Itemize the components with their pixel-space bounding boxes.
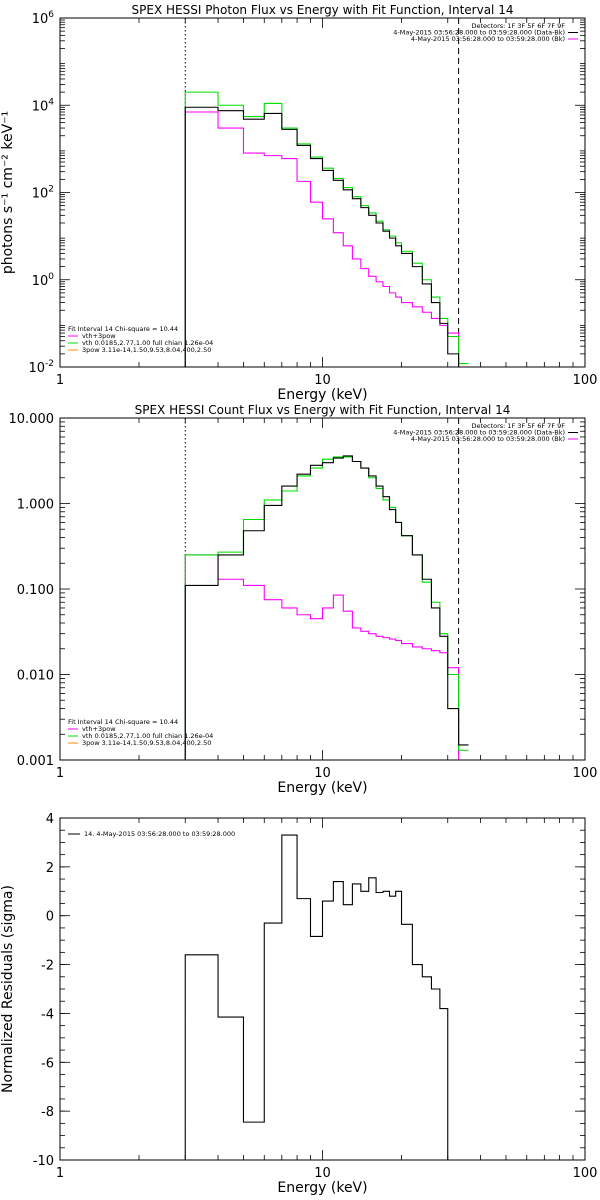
legend-top-right: Detectors: 1F 3F 5F 6F 7F 9F4-May-2015 0…	[393, 422, 578, 443]
legend-entry: 4-May-2015 03:56:28.000 to 03:59:28.000 …	[393, 29, 565, 37]
series-total-histogram	[184, 111, 469, 367]
series-data-histogram	[184, 106, 469, 367]
x-tick-label: 10	[314, 766, 331, 781]
legend-entry: 14. 4-May-2015 03:56:28.000 to 03:59:28.…	[84, 830, 235, 838]
legend-entry: 3pow 3.11e-14,1.50,9.53,8.04,400,2.50	[82, 739, 211, 747]
y-tick-label: 4	[46, 812, 54, 827]
legend-entry: Fit Interval 14 Chi-square = 10.44	[68, 325, 178, 333]
legend-left: 14. 4-May-2015 03:56:28.000 to 03:59:28.…	[68, 830, 235, 838]
legend-entry: vth 0.0185,2.77,1.00 full chian 1.26e-04	[82, 732, 213, 740]
legend-top-right: Detectors: 1F 3F 5F 6F 7F 9F4-May-2015 0…	[393, 22, 578, 43]
y-tick-label: -10	[33, 1154, 54, 1169]
x-tick-label: 100	[573, 1166, 598, 1181]
x-tick-label: 1	[56, 1166, 64, 1181]
x-minor-ticks	[138, 818, 574, 1160]
y-tick-label: 10.000	[9, 412, 55, 427]
x-axis-label: Energy (keV)	[277, 1180, 367, 1196]
legend-entry: Fit Interval 14 Chi-square = 10.44	[68, 718, 178, 726]
x-tick-label: 1	[56, 373, 64, 388]
x-tick-label: 100	[573, 373, 598, 388]
y-tick-label: 100	[32, 272, 55, 289]
y-tick-label: 0.100	[17, 583, 54, 598]
x-tick-label: 1	[56, 766, 64, 781]
y-minor-ticks	[60, 817, 585, 1161]
x-tick-label: 100	[573, 766, 598, 781]
legend-entry: Detectors: 1F 3F 5F 6F 7F 9F	[471, 422, 565, 430]
y-tick-label: -2	[41, 959, 54, 974]
chart-panel-1: SPEX HESSI Photon Flux vs Energy with Fi…	[0, 3, 597, 403]
legend-entry: Detectors: 1F 3F 5F 6F 7F 9F	[471, 22, 565, 30]
y-tick-label: 1.000	[17, 498, 54, 513]
x-minor-ticks	[138, 18, 574, 367]
x-minor-ticks	[138, 418, 574, 760]
chart-title: SPEX HESSI Count Flux vs Energy with Fit…	[135, 403, 511, 417]
y-minor-ticks	[60, 421, 585, 735]
series-thermal-histogram	[184, 91, 469, 367]
y-tick-label: 0	[46, 910, 54, 925]
chart-panel-2: SPEX HESSI Count Flux vs Energy with Fit…	[9, 403, 598, 796]
y-axis-label: photons s⁻¹ cm⁻² keV⁻¹	[0, 111, 16, 274]
x-tick-label: 10	[314, 373, 331, 388]
y-axis-label: Normalized Residuals (sigma)	[0, 885, 16, 1093]
y-tick-label: 104	[32, 97, 55, 114]
y-tick-label: -6	[41, 1056, 54, 1071]
legend-left: Fit Interval 14 Chi-square = 10.44vth+3p…	[68, 718, 213, 747]
series-data-histogram	[184, 834, 459, 1160]
y-tick-label: -4	[41, 1007, 54, 1022]
legend-entry: 3pow 3.11e-14,1.50,9.53,8.04,400,2.50	[82, 346, 211, 354]
y-tick-label: 10-2	[28, 359, 54, 376]
x-axis-label: Energy (keV)	[277, 387, 367, 403]
legend-entry: vth+3pow	[82, 332, 116, 340]
x-tick-label: 10	[314, 1166, 331, 1181]
y-tick-label: 106	[32, 10, 55, 27]
legend-entry: 4-May-2015 03:56:28.000 to 03:59:28.000 …	[411, 35, 565, 43]
y-tick-label: 0.001	[17, 754, 54, 769]
plot-frame	[59, 17, 586, 368]
legend-entry: vth+3pow	[82, 725, 116, 733]
y-tick-label: -8	[41, 1105, 54, 1120]
legend-entry: 4-May-2015 03:56:28.000 to 03:59:28.000 …	[411, 435, 565, 443]
chart-panel-3: 1 10 100 -10 -8 -6 -4 -2 0 2 4 Energy (keV) Normaliz…	[0, 812, 597, 1196]
chart-title: SPEX HESSI Photon Flux vs Energy with Fi…	[132, 3, 514, 17]
y-tick-label: 0.010	[17, 669, 54, 684]
y-tick-label: 102	[32, 185, 54, 202]
series-total-histogram	[184, 554, 460, 760]
x-axis-label: Energy (keV)	[277, 780, 367, 796]
legend-entry: 4-May-2015 03:56:28.000 to 03:59:28.000 …	[393, 429, 565, 437]
plot-frame	[59, 817, 586, 1161]
y-tick-label: 2	[46, 861, 54, 876]
series-data-histogram	[184, 455, 469, 760]
legend-left: Fit Interval 14 Chi-square = 10.44vth+3p…	[68, 325, 213, 354]
plot-frame	[59, 417, 586, 761]
y-minor-ticks	[60, 19, 585, 355]
legend-entry: vth 0.0185,2.77,1.00 full chian 1.26e-04	[82, 339, 213, 347]
